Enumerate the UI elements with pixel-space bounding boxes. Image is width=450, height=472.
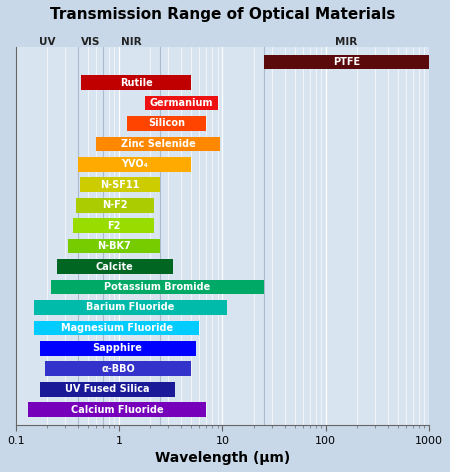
Text: NIR: NIR — [122, 37, 142, 47]
X-axis label: Wavelength (μm): Wavelength (μm) — [155, 451, 290, 465]
Text: Sapphire: Sapphire — [93, 344, 143, 354]
Text: MIR: MIR — [335, 37, 357, 47]
Text: Calcite: Calcite — [96, 261, 134, 271]
Text: YVO₄: YVO₄ — [121, 160, 148, 169]
Bar — [51, 280, 264, 295]
Bar — [40, 382, 176, 396]
Text: PTFE: PTFE — [333, 57, 360, 67]
Text: α-BBO: α-BBO — [101, 364, 135, 374]
Text: UV: UV — [39, 37, 55, 47]
Bar — [73, 219, 154, 233]
Bar — [78, 157, 191, 172]
Bar — [34, 320, 199, 335]
Title: Transmission Range of Optical Materials: Transmission Range of Optical Materials — [50, 7, 395, 22]
Bar — [81, 75, 191, 90]
Bar — [57, 259, 173, 274]
Text: Silicon: Silicon — [148, 118, 185, 128]
Bar — [264, 55, 429, 69]
Text: Magnesium Fluoride: Magnesium Fluoride — [61, 323, 173, 333]
Bar — [80, 177, 160, 192]
Bar — [145, 96, 218, 110]
Text: Rutile: Rutile — [120, 77, 153, 87]
Text: N-BK7: N-BK7 — [97, 241, 131, 251]
Text: VIS: VIS — [81, 37, 100, 47]
Text: N-F2: N-F2 — [102, 200, 128, 210]
Text: Potassium Bromide: Potassium Bromide — [104, 282, 211, 292]
Text: UV Fused Silica: UV Fused Silica — [65, 384, 150, 394]
Text: F2: F2 — [107, 221, 121, 231]
Bar — [27, 403, 207, 417]
Text: Zinc Selenide: Zinc Selenide — [121, 139, 195, 149]
Text: Germanium: Germanium — [150, 98, 213, 108]
Bar — [45, 362, 191, 376]
Text: Calcium Fluoride: Calcium Fluoride — [71, 405, 163, 415]
Bar — [34, 300, 227, 315]
Bar — [127, 116, 207, 131]
Bar — [40, 341, 196, 356]
Bar — [68, 239, 160, 253]
Bar — [76, 198, 154, 212]
Bar — [96, 136, 220, 151]
Text: N-SF11: N-SF11 — [100, 180, 140, 190]
Text: Barium Fluoride: Barium Fluoride — [86, 303, 175, 312]
